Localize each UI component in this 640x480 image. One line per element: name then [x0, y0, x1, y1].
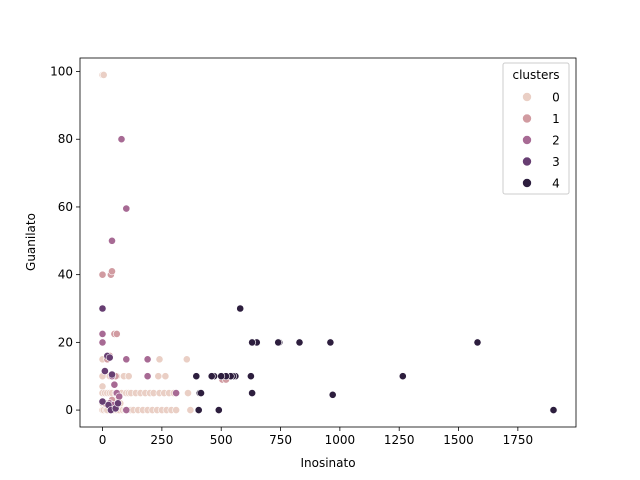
x-tick-label: 750: [269, 433, 292, 447]
legend-frame: [502, 62, 570, 195]
x-tick-label: 1250: [384, 433, 415, 447]
data-point: [108, 370, 116, 379]
legend-label: 0: [552, 91, 560, 105]
y-tick-label: 80: [58, 132, 73, 146]
data-point: [101, 367, 109, 375]
data-point: [108, 236, 116, 245]
y-axis-label: Guanilato: [24, 213, 38, 271]
data-point: [246, 372, 255, 381]
y-tick-label: 100: [50, 65, 73, 79]
x-tick-label: 0: [99, 433, 107, 447]
data-point: [108, 267, 116, 276]
legend-label: 4: [552, 177, 560, 191]
legend-items: 0 1 2 3 4: [522, 91, 560, 191]
points-layer: [98, 71, 558, 414]
data-point: [98, 304, 107, 313]
legend-marker: [522, 113, 532, 124]
series-1: [98, 267, 230, 408]
data-point: [124, 372, 133, 381]
data-point: [549, 406, 558, 414]
data-point: [98, 382, 107, 391]
data-point: [197, 389, 205, 397]
data-point: [99, 71, 108, 79]
data-point: [182, 355, 191, 364]
data-point: [172, 389, 180, 397]
legend-title: clusters: [512, 68, 559, 82]
legend-label: 3: [552, 155, 560, 169]
y-tick-label: 20: [58, 335, 73, 349]
x-tick-label: 1500: [443, 433, 474, 447]
data-point: [236, 304, 245, 313]
data-point: [248, 389, 256, 397]
legend-marker: [522, 92, 532, 102]
data-point: [154, 372, 163, 381]
data-point: [184, 389, 192, 397]
data-point: [114, 399, 122, 408]
y-tick-label: 40: [58, 268, 73, 282]
legend-item-3: 3: [522, 155, 560, 169]
data-point: [98, 270, 107, 279]
data-point: [194, 406, 203, 414]
x-tick-label: 250: [150, 433, 173, 447]
data-point: [98, 329, 107, 338]
legend-label: 2: [552, 134, 560, 148]
data-point: [172, 406, 180, 414]
legend: clusters 0 1 2 3 4: [502, 62, 570, 195]
data-point: [192, 372, 201, 381]
legend-item-2: 2: [522, 134, 560, 148]
data-point: [117, 135, 126, 144]
x-axis: 0 250 500 750 1000 1250 1500 1750: [99, 427, 533, 447]
x-tick-label: 500: [210, 433, 233, 447]
legend-item-0: 0: [522, 91, 560, 105]
legend-label: 1: [552, 112, 560, 126]
data-point: [295, 338, 304, 347]
data-point: [112, 329, 121, 338]
data-point: [98, 397, 107, 406]
legend-item-1: 1: [522, 112, 560, 126]
data-point: [110, 380, 119, 389]
data-point: [143, 355, 152, 364]
data-point: [248, 338, 256, 347]
y-tick-label: 0: [65, 403, 73, 417]
data-point: [115, 392, 124, 401]
legend-marker: [522, 135, 532, 145]
data-point: [274, 338, 283, 347]
data-point: [186, 406, 195, 414]
data-point: [328, 390, 337, 399]
data-point: [326, 338, 335, 347]
x-tick-label: 1000: [325, 433, 356, 447]
y-tick-label: 60: [58, 200, 73, 214]
data-point: [473, 338, 482, 347]
data-point: [398, 372, 407, 381]
data-point: [207, 372, 216, 381]
data-point: [122, 406, 131, 414]
data-point: [98, 338, 107, 347]
data-point: [143, 372, 152, 381]
data-point: [161, 372, 170, 381]
data-point: [105, 353, 114, 362]
legend-marker: [522, 178, 532, 188]
legend-marker: [522, 156, 532, 167]
series-3: [98, 304, 122, 414]
data-point: [122, 204, 131, 213]
legend-item-4: 4: [522, 177, 560, 191]
x-tick-label: 1750: [503, 433, 534, 447]
data-point: [122, 355, 131, 364]
series-4: [192, 304, 558, 414]
data-point: [217, 372, 226, 381]
x-axis-label: Inosinato: [300, 456, 355, 470]
y-axis: 0 20 40 60 80 100: [50, 65, 80, 417]
plot-frame: [79, 57, 577, 428]
data-point: [155, 355, 164, 364]
data-point: [214, 406, 223, 414]
